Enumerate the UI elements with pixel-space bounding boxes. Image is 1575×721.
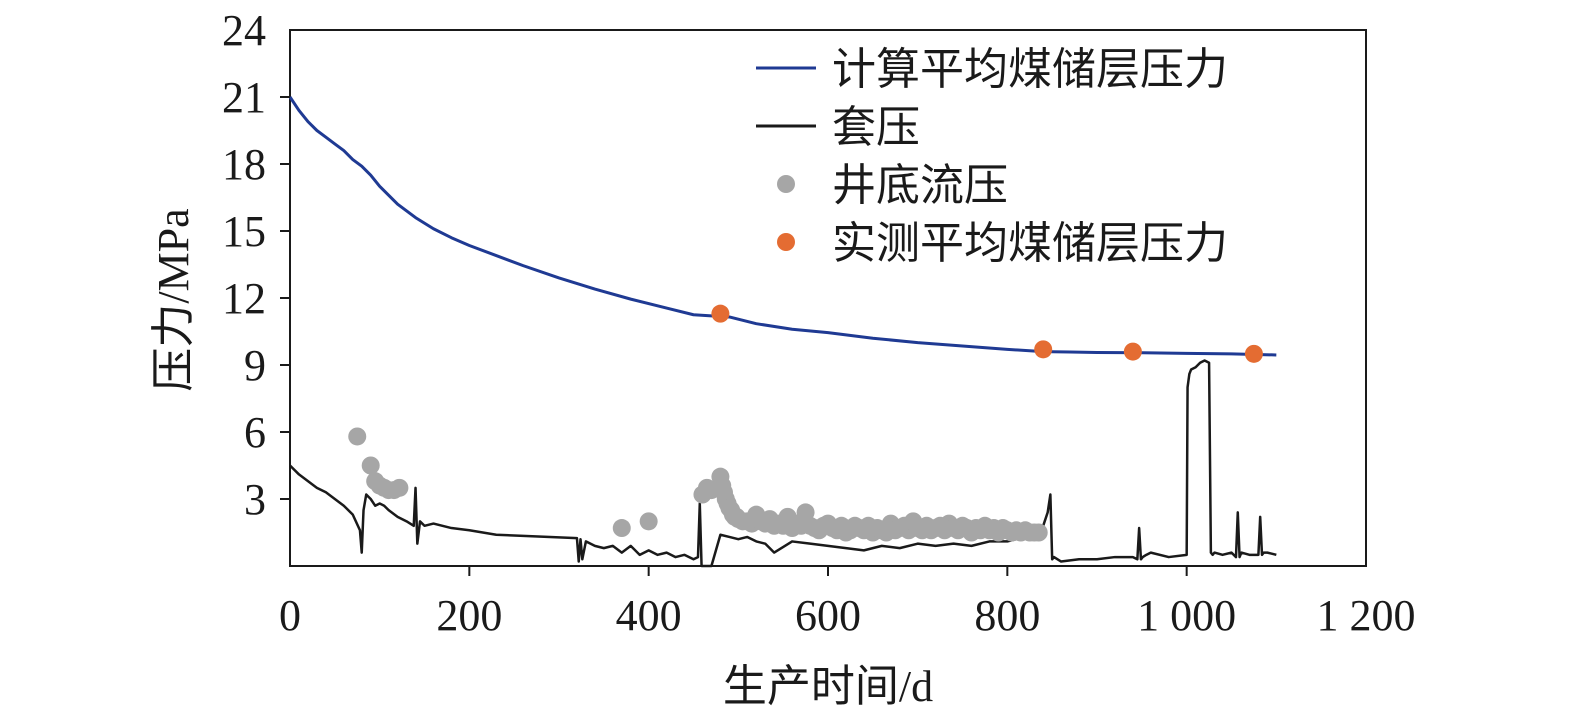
x-tick-label: 800 — [974, 591, 1040, 640]
x-tick-label: 0 — [279, 591, 301, 640]
series-3-point — [1034, 340, 1053, 359]
x-tick-label: 1 200 — [1317, 591, 1416, 640]
series-2-point — [361, 456, 380, 475]
series-3-points — [711, 304, 1263, 363]
y-tick-label: 24 — [222, 6, 266, 55]
x-axis-ticks: 0 200 400 600 800 1 000 1 200 — [279, 566, 1416, 640]
legend-label: 实测平均煤储层压力 — [832, 219, 1228, 268]
x-tick-label: 600 — [795, 591, 861, 640]
series-0-line — [288, 96, 1277, 357]
series-1-line — [289, 359, 1277, 568]
legend-label: 井底流压 — [832, 161, 1008, 210]
y-tick-label: 18 — [222, 140, 266, 189]
series-3-point — [711, 304, 730, 323]
x-tick-label: 200 — [436, 591, 502, 640]
x-tick-label: 400 — [616, 591, 682, 640]
x-axis-label: 生产时间/d — [723, 662, 933, 711]
legend-swatch-dot — [777, 175, 795, 193]
series-3-point — [1244, 344, 1263, 363]
y-tick-label: 21 — [222, 73, 266, 122]
y-tick-label: 9 — [244, 341, 266, 390]
series-2-point — [612, 519, 631, 538]
series-2-points — [348, 427, 1048, 542]
legend-swatch-dot — [777, 233, 795, 251]
y-axis-label: 压力/MPa — [149, 208, 198, 391]
series-2-point — [1029, 523, 1048, 542]
y-tick-label: 15 — [222, 207, 266, 256]
y-tick-label: 12 — [222, 274, 266, 323]
legend-label: 计算平均煤储层压力 — [832, 45, 1228, 94]
y-tick-label: 6 — [244, 408, 266, 457]
y-tick-label: 3 — [244, 475, 266, 524]
series-2-point — [348, 427, 367, 446]
y-axis-ticks: 3 6 9 12 15 18 21 24 — [222, 6, 290, 524]
series-2-point — [639, 512, 658, 531]
legend-label: 套压 — [832, 103, 920, 152]
series-layer — [288, 96, 1277, 568]
series-3-point — [1123, 342, 1142, 361]
series-2-point — [390, 478, 409, 497]
x-tick-label: 1 000 — [1137, 591, 1236, 640]
plot-frame — [289, 29, 1367, 567]
